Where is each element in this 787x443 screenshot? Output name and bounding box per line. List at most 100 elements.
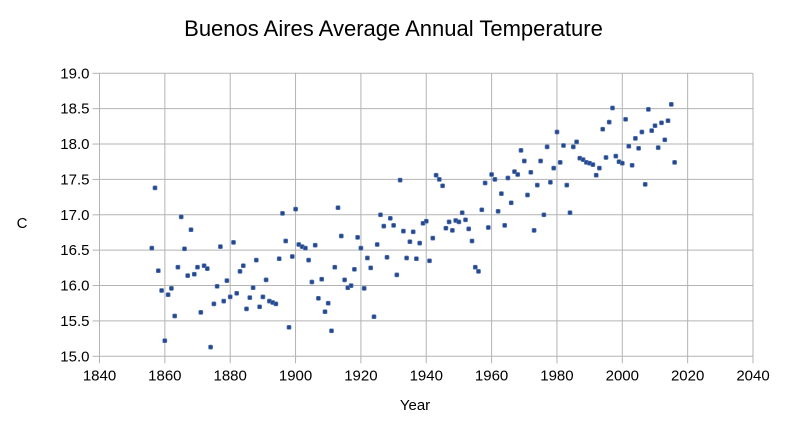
x-tick-label: 1980	[540, 367, 573, 384]
data-point	[231, 240, 236, 245]
data-point	[253, 257, 259, 263]
data-point	[482, 180, 488, 186]
data-point	[538, 158, 543, 164]
data-point	[574, 139, 579, 145]
data-point	[485, 225, 491, 230]
data-point	[512, 169, 517, 174]
data-point	[633, 136, 638, 141]
data-point	[528, 169, 534, 175]
data-point	[649, 128, 655, 133]
y-tick-label: 17.5	[60, 171, 89, 188]
data-point	[342, 277, 347, 283]
data-point	[381, 223, 387, 229]
x-tick-label: 2020	[671, 367, 704, 384]
data-point	[234, 290, 240, 296]
data-point	[603, 155, 609, 160]
data-point	[178, 214, 184, 220]
data-point	[263, 277, 269, 283]
data-point	[260, 294, 266, 300]
data-point	[204, 266, 210, 271]
data-point	[391, 223, 396, 228]
data-point	[531, 228, 537, 233]
data-point	[221, 298, 227, 304]
data-point	[417, 240, 423, 246]
data-point	[240, 263, 246, 269]
y-tick-label: 17.0	[60, 207, 89, 224]
data-point	[365, 255, 370, 261]
data-point	[430, 235, 436, 241]
data-point	[436, 177, 442, 182]
data-point	[289, 254, 295, 259]
data-point	[237, 269, 243, 274]
data-point	[646, 107, 651, 112]
data-point	[636, 145, 641, 151]
data-point	[662, 137, 668, 143]
data-point	[459, 210, 465, 216]
data-point	[159, 288, 164, 293]
axis-ticks	[92, 72, 754, 364]
x-tick-label: 1880	[214, 367, 247, 384]
data-point	[551, 165, 557, 171]
data-point	[639, 129, 645, 135]
data-point	[286, 324, 292, 330]
data-point	[557, 160, 563, 165]
data-point	[541, 212, 547, 218]
data-point	[152, 185, 158, 191]
data-point	[355, 235, 360, 240]
data-point	[515, 172, 521, 177]
data-point	[293, 206, 298, 212]
data-point	[668, 102, 674, 107]
data-point	[378, 212, 383, 218]
y-tick-label: 18.0	[60, 136, 89, 153]
data-point	[332, 264, 338, 270]
data-point	[387, 215, 393, 221]
data-point	[492, 177, 498, 182]
data-point	[394, 272, 400, 278]
chart-title: Buenos Aires Average Annual Temperature	[184, 16, 603, 41]
data-point	[606, 119, 612, 125]
data-point	[472, 264, 478, 270]
y-tick-label: 15.0	[60, 348, 89, 365]
data-point	[414, 256, 419, 262]
x-tick-label: 1900	[279, 367, 312, 384]
data-point	[613, 153, 619, 159]
data-point	[570, 144, 576, 150]
data-point	[227, 294, 233, 300]
data-point	[162, 338, 168, 344]
data-point	[534, 182, 540, 188]
data-point	[224, 278, 230, 283]
x-axis-tick-labels: 1840 1860 1880 1900 1920 1940 1960 1980 2000 2020…	[83, 367, 770, 384]
data-point	[407, 239, 413, 245]
data-point	[619, 160, 625, 166]
data-point	[397, 177, 403, 183]
data-point	[325, 300, 331, 306]
data-point	[629, 162, 635, 168]
data-point	[548, 179, 553, 185]
data-point	[352, 266, 357, 272]
data-point	[655, 145, 661, 150]
data-point	[319, 276, 325, 282]
data-point	[642, 182, 648, 187]
data-point	[195, 264, 200, 270]
data-point	[280, 211, 285, 216]
data-point	[440, 183, 445, 189]
data-point	[165, 292, 171, 298]
data-point	[182, 246, 187, 252]
data-point	[306, 257, 311, 263]
data-point	[554, 129, 560, 135]
data-point	[580, 157, 586, 162]
data-point	[257, 304, 262, 310]
data-point	[561, 143, 566, 148]
x-tick-label: 1940	[410, 367, 443, 384]
data-point	[283, 238, 289, 244]
data-point	[273, 301, 279, 307]
data-point	[185, 273, 191, 278]
data-point	[590, 162, 596, 167]
data-point	[610, 105, 615, 111]
data-point	[597, 165, 602, 171]
data-point	[564, 182, 570, 188]
data-point	[499, 191, 504, 196]
data-point	[659, 120, 664, 126]
